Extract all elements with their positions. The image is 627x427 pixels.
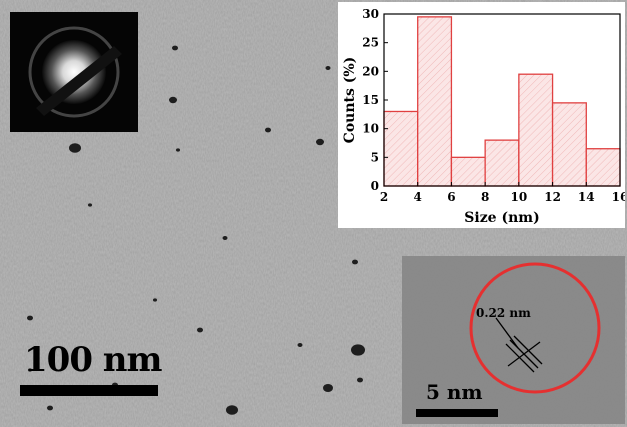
hrtem-inset <box>402 256 625 424</box>
histogram-bar <box>484 139 520 187</box>
y-tick-label: 20 <box>362 64 379 78</box>
nanoparticle <box>323 384 333 392</box>
y-tick-label: 5 <box>371 150 379 164</box>
histogram-bar <box>518 73 554 187</box>
x-tick-label: 2 <box>380 190 388 204</box>
histogram-bar <box>383 110 419 187</box>
y-tick-label: 15 <box>362 93 379 107</box>
nanoparticle <box>172 45 178 51</box>
nanoparticle <box>222 236 228 240</box>
x-axis-label: Size (nm) <box>464 210 539 226</box>
histogram-bar <box>551 102 587 187</box>
diffraction-center <box>42 40 106 104</box>
nanoparticle <box>297 343 303 347</box>
x-tick-label: 6 <box>447 190 455 204</box>
nanoparticle <box>88 203 92 207</box>
histogram-bar <box>585 148 621 187</box>
histogram-bar <box>450 156 486 187</box>
nanoparticle <box>69 143 81 153</box>
x-tick-label: 10 <box>511 190 528 204</box>
nanoparticle <box>265 127 271 133</box>
x-tick-label: 4 <box>414 190 422 204</box>
diffraction-ring <box>28 26 120 118</box>
nanoparticle <box>153 298 157 302</box>
y-tick-label: 0 <box>371 179 379 193</box>
x-tick-label: 14 <box>578 190 595 204</box>
histogram-bar <box>417 16 453 187</box>
size-distribution-chart: 0 5 10 15 20 25 30 2 4 6 8 10 12 14 16 Size (nm) Coun… <box>338 2 625 228</box>
lattice-fringe-marker <box>495 317 543 373</box>
y-tick-label: 10 <box>362 122 379 136</box>
main-scale-bar <box>20 385 158 396</box>
nanoparticle <box>325 66 331 70</box>
inset-scale-bar-label: 5 nm <box>426 380 483 404</box>
y-axis-label: Counts (%) <box>342 57 358 144</box>
main-scale-bar-label: 100 nm <box>24 340 163 380</box>
nanoparticle <box>351 344 365 356</box>
nanoparticle <box>316 138 324 146</box>
nanoparticle <box>357 377 363 383</box>
nanoparticle <box>352 259 358 265</box>
nanoparticle <box>47 405 53 411</box>
nanoparticle <box>27 315 33 321</box>
nanoparticle-highlight-circle <box>469 262 601 394</box>
y-tick-label: 30 <box>362 7 379 21</box>
nanoparticle <box>169 96 177 104</box>
x-tick-label: 12 <box>544 190 561 204</box>
saed-pattern-inset <box>10 12 138 132</box>
lattice-spacing-label: 0.22 nm <box>476 306 531 320</box>
nanoparticle <box>197 327 203 333</box>
y-tick-label: 25 <box>362 36 379 50</box>
beam-stop <box>36 46 122 116</box>
inset-scale-bar <box>416 409 498 417</box>
x-tick-label: 8 <box>481 190 489 204</box>
nanoparticle <box>226 405 238 415</box>
x-tick-label: 16 <box>612 190 625 204</box>
nanoparticle <box>28 368 32 372</box>
nanoparticle <box>176 148 180 152</box>
